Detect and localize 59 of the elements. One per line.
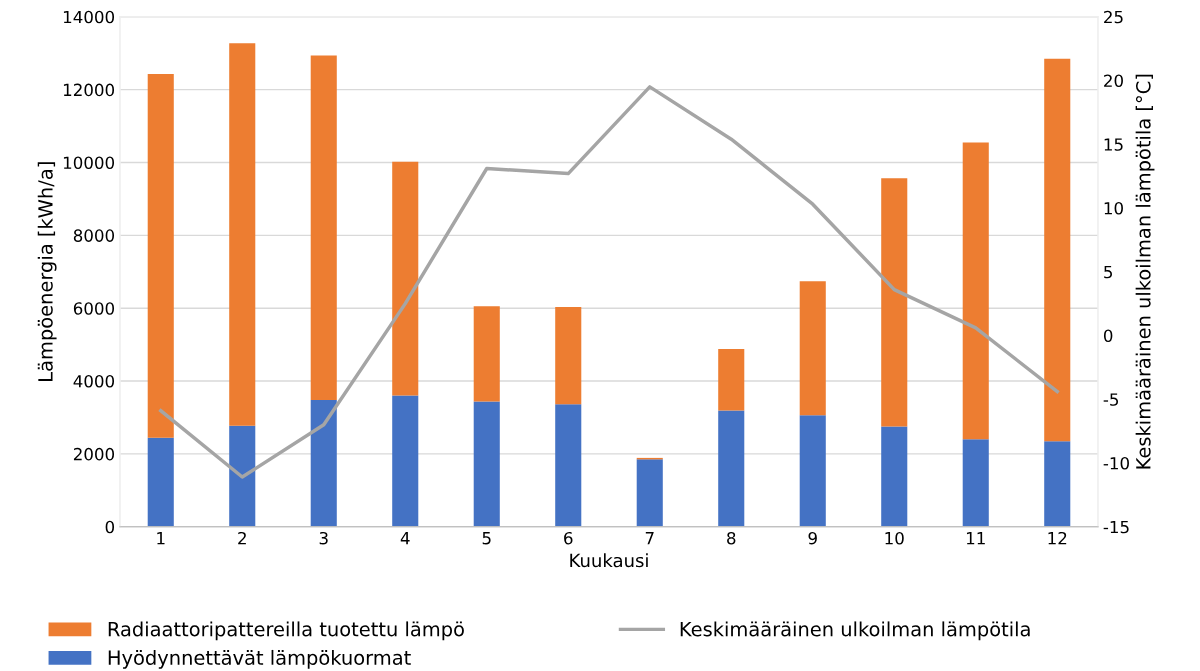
bar xyxy=(718,410,745,527)
bar xyxy=(555,404,582,527)
y2-tick-label: -15 xyxy=(1103,520,1129,534)
y2-tick-label: 0 xyxy=(1103,329,1113,343)
bar xyxy=(310,399,337,527)
x-tick-label: 12 xyxy=(1048,531,1067,545)
x-tick-label: 11 xyxy=(966,532,985,545)
y-tick-label: 14000 xyxy=(63,10,115,24)
y-tick-label: 12000 xyxy=(63,83,115,97)
bar xyxy=(1044,441,1071,527)
bar xyxy=(392,395,419,527)
bar xyxy=(147,73,174,438)
x-tick-label: 6 xyxy=(564,531,573,545)
bar xyxy=(881,178,908,427)
bar xyxy=(962,439,989,527)
bar xyxy=(147,437,174,527)
legend-label: Radiaattoripattereilla tuotettu lämpö xyxy=(108,621,464,641)
line-series xyxy=(159,85,1059,479)
y-tick-label: 10000 xyxy=(63,156,115,170)
x-tick-label: 5 xyxy=(482,532,491,545)
y-tick-label: 6000 xyxy=(73,302,115,315)
bar xyxy=(229,43,256,426)
x-tick-label: 4 xyxy=(400,532,410,545)
bar xyxy=(392,161,419,396)
y-tick-label: 2000 xyxy=(73,447,115,461)
y-tick-label: 8000 xyxy=(73,229,115,242)
y2-tick-label: 10 xyxy=(1104,201,1123,215)
x-tick-label: 10 xyxy=(885,531,904,545)
x-tick-label: 9 xyxy=(808,531,817,545)
y2-tick-label: 25 xyxy=(1104,10,1123,24)
bar xyxy=(229,425,256,527)
x-tick-label: 8 xyxy=(727,531,736,545)
y2-tick-label: 15 xyxy=(1104,138,1123,151)
bar xyxy=(473,306,500,402)
bar xyxy=(962,142,989,440)
y-tick-label: 0 xyxy=(105,520,115,534)
x-tick-label: 2 xyxy=(238,531,246,545)
y-tick-label: 4000 xyxy=(73,374,115,388)
y-axis-title: Lämpöenergia [kWh/a] xyxy=(37,162,57,381)
legend-label: Hyödynnettävät lämpökuormat xyxy=(108,649,411,669)
y2-tick-label: -10 xyxy=(1103,456,1129,470)
x-tick-label: 7 xyxy=(645,532,654,545)
bar xyxy=(799,415,826,527)
y2-tick-label: 5 xyxy=(1104,265,1113,279)
y2-tick-label: -5 xyxy=(1103,393,1119,406)
bar xyxy=(310,55,337,400)
y2-tick-label: 20 xyxy=(1104,74,1123,88)
bar xyxy=(473,401,500,527)
bar xyxy=(555,307,582,405)
bar xyxy=(881,426,908,527)
x-tick-label: 3 xyxy=(319,531,328,545)
bar xyxy=(636,459,663,527)
legend-label: Keskimääräinen ulkoilman lämpötila xyxy=(680,621,1030,641)
bar xyxy=(799,281,826,416)
bar xyxy=(1044,58,1071,442)
y2-axis-title: Keskimääräinen ulkoilman lämpötila [°C] xyxy=(1135,74,1155,469)
x-axis-title: Kuukausi xyxy=(570,553,648,568)
x-tick-label: 1 xyxy=(157,532,165,545)
bar xyxy=(718,348,745,411)
